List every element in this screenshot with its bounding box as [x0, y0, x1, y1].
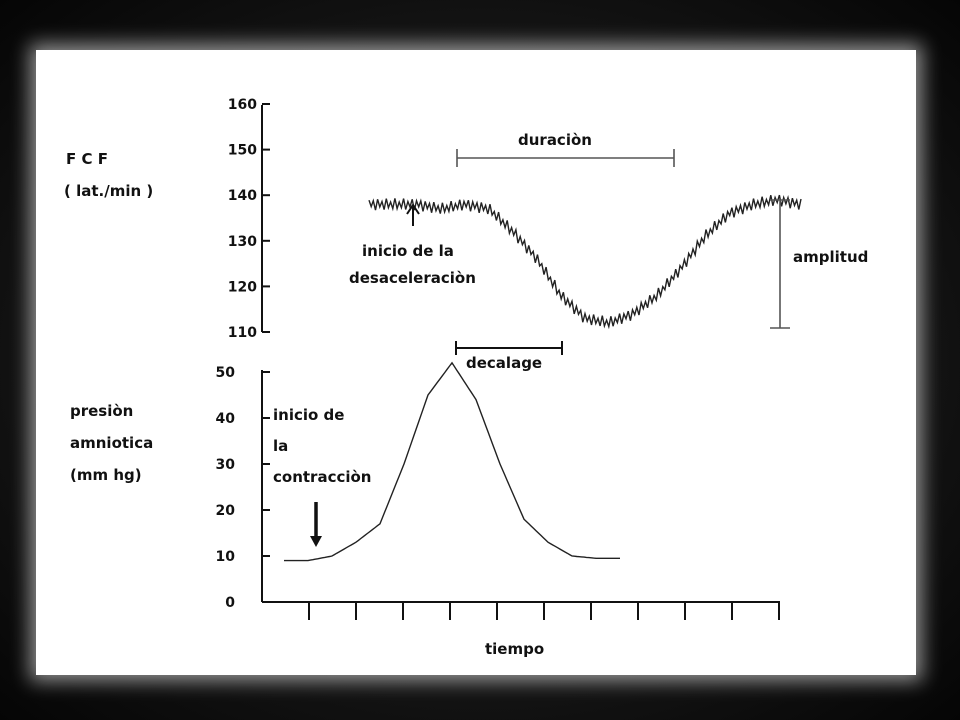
- contraction-onset-line2: la: [273, 437, 288, 455]
- fcf-ytick-label: 160: [228, 97, 257, 113]
- pressure-ytick-label: 40: [216, 411, 236, 427]
- lag-annotation: decalage: [455, 341, 563, 372]
- deceleration-onset-line: desaceleraciòn: [349, 269, 476, 287]
- contraction-arrow-icon: [310, 536, 322, 547]
- deceleration-arrow-icon: [406, 203, 420, 215]
- fcf-ytick-label: 130: [228, 234, 257, 250]
- pressure-ytick-label: 50: [216, 365, 236, 381]
- duration-annotation: duraciòn: [456, 131, 675, 167]
- contraction-onset-annotation: inicio de la contracciòn: [273, 406, 371, 547]
- pressure-ytick-label: 0: [225, 595, 235, 611]
- contraction-onset-line3: contracciòn: [273, 468, 371, 486]
- fcf-series-line: [368, 194, 802, 330]
- amplitude-annotation: amplitud: [770, 199, 868, 329]
- deceleration-onset-line: inicio de la: [362, 242, 454, 260]
- fcf-ytick-label: 150: [228, 143, 257, 159]
- pressure-y-ticks: 0 10 20 30 40 50: [216, 365, 270, 611]
- duration-label: duraciòn: [518, 131, 592, 149]
- fcf-y-ticks: 110 120 130 140 150 160: [228, 97, 270, 341]
- fcf-ylabel-line1: F C F: [66, 150, 108, 168]
- pressure-ytick-label: 30: [216, 457, 236, 473]
- pressure-ytick-label: 20: [216, 503, 236, 519]
- pressure-x-ticks: [308, 602, 780, 620]
- deceleration-onset-label: inicio de la desaceleraciòn: [349, 242, 476, 287]
- pressure-ylabel-line2: amniotica: [70, 434, 153, 452]
- fhr-contraction-chart: 110 120 130 140 150 160 F C F ( lat./min ) du…: [64, 97, 868, 658]
- pressure-ylabel-line1: presiòn: [70, 402, 133, 420]
- fcf-ytick-label: 140: [228, 188, 257, 204]
- pressure-ylabel-line3: (mm hg): [70, 466, 142, 484]
- lag-label: decalage: [466, 354, 542, 372]
- fcf-ylabel-line2: ( lat./min ): [64, 182, 153, 200]
- pressure-chart: 0 10 20 30 40 50 presiòn amniotica (mm hg) in…: [70, 361, 780, 658]
- deceleration-onset-annotation: inicio de la desaceleraciòn: [349, 203, 476, 287]
- contraction-onset-line1: inicio de: [273, 406, 344, 424]
- x-axis-label: tiempo: [485, 640, 544, 658]
- pressure-ytick-label: 10: [216, 549, 236, 565]
- fcf-chart: 110 120 130 140 150 160 F C F ( lat./min ) du…: [64, 97, 868, 372]
- fcf-ytick-label: 110: [228, 325, 257, 341]
- pressure-series-line: [284, 361, 620, 562]
- fcf-ytick-label: 120: [228, 279, 257, 295]
- amplitude-label: amplitud: [793, 248, 868, 266]
- figure-frame: 110 120 130 140 150 160 F C F ( lat./min ) du…: [36, 50, 916, 675]
